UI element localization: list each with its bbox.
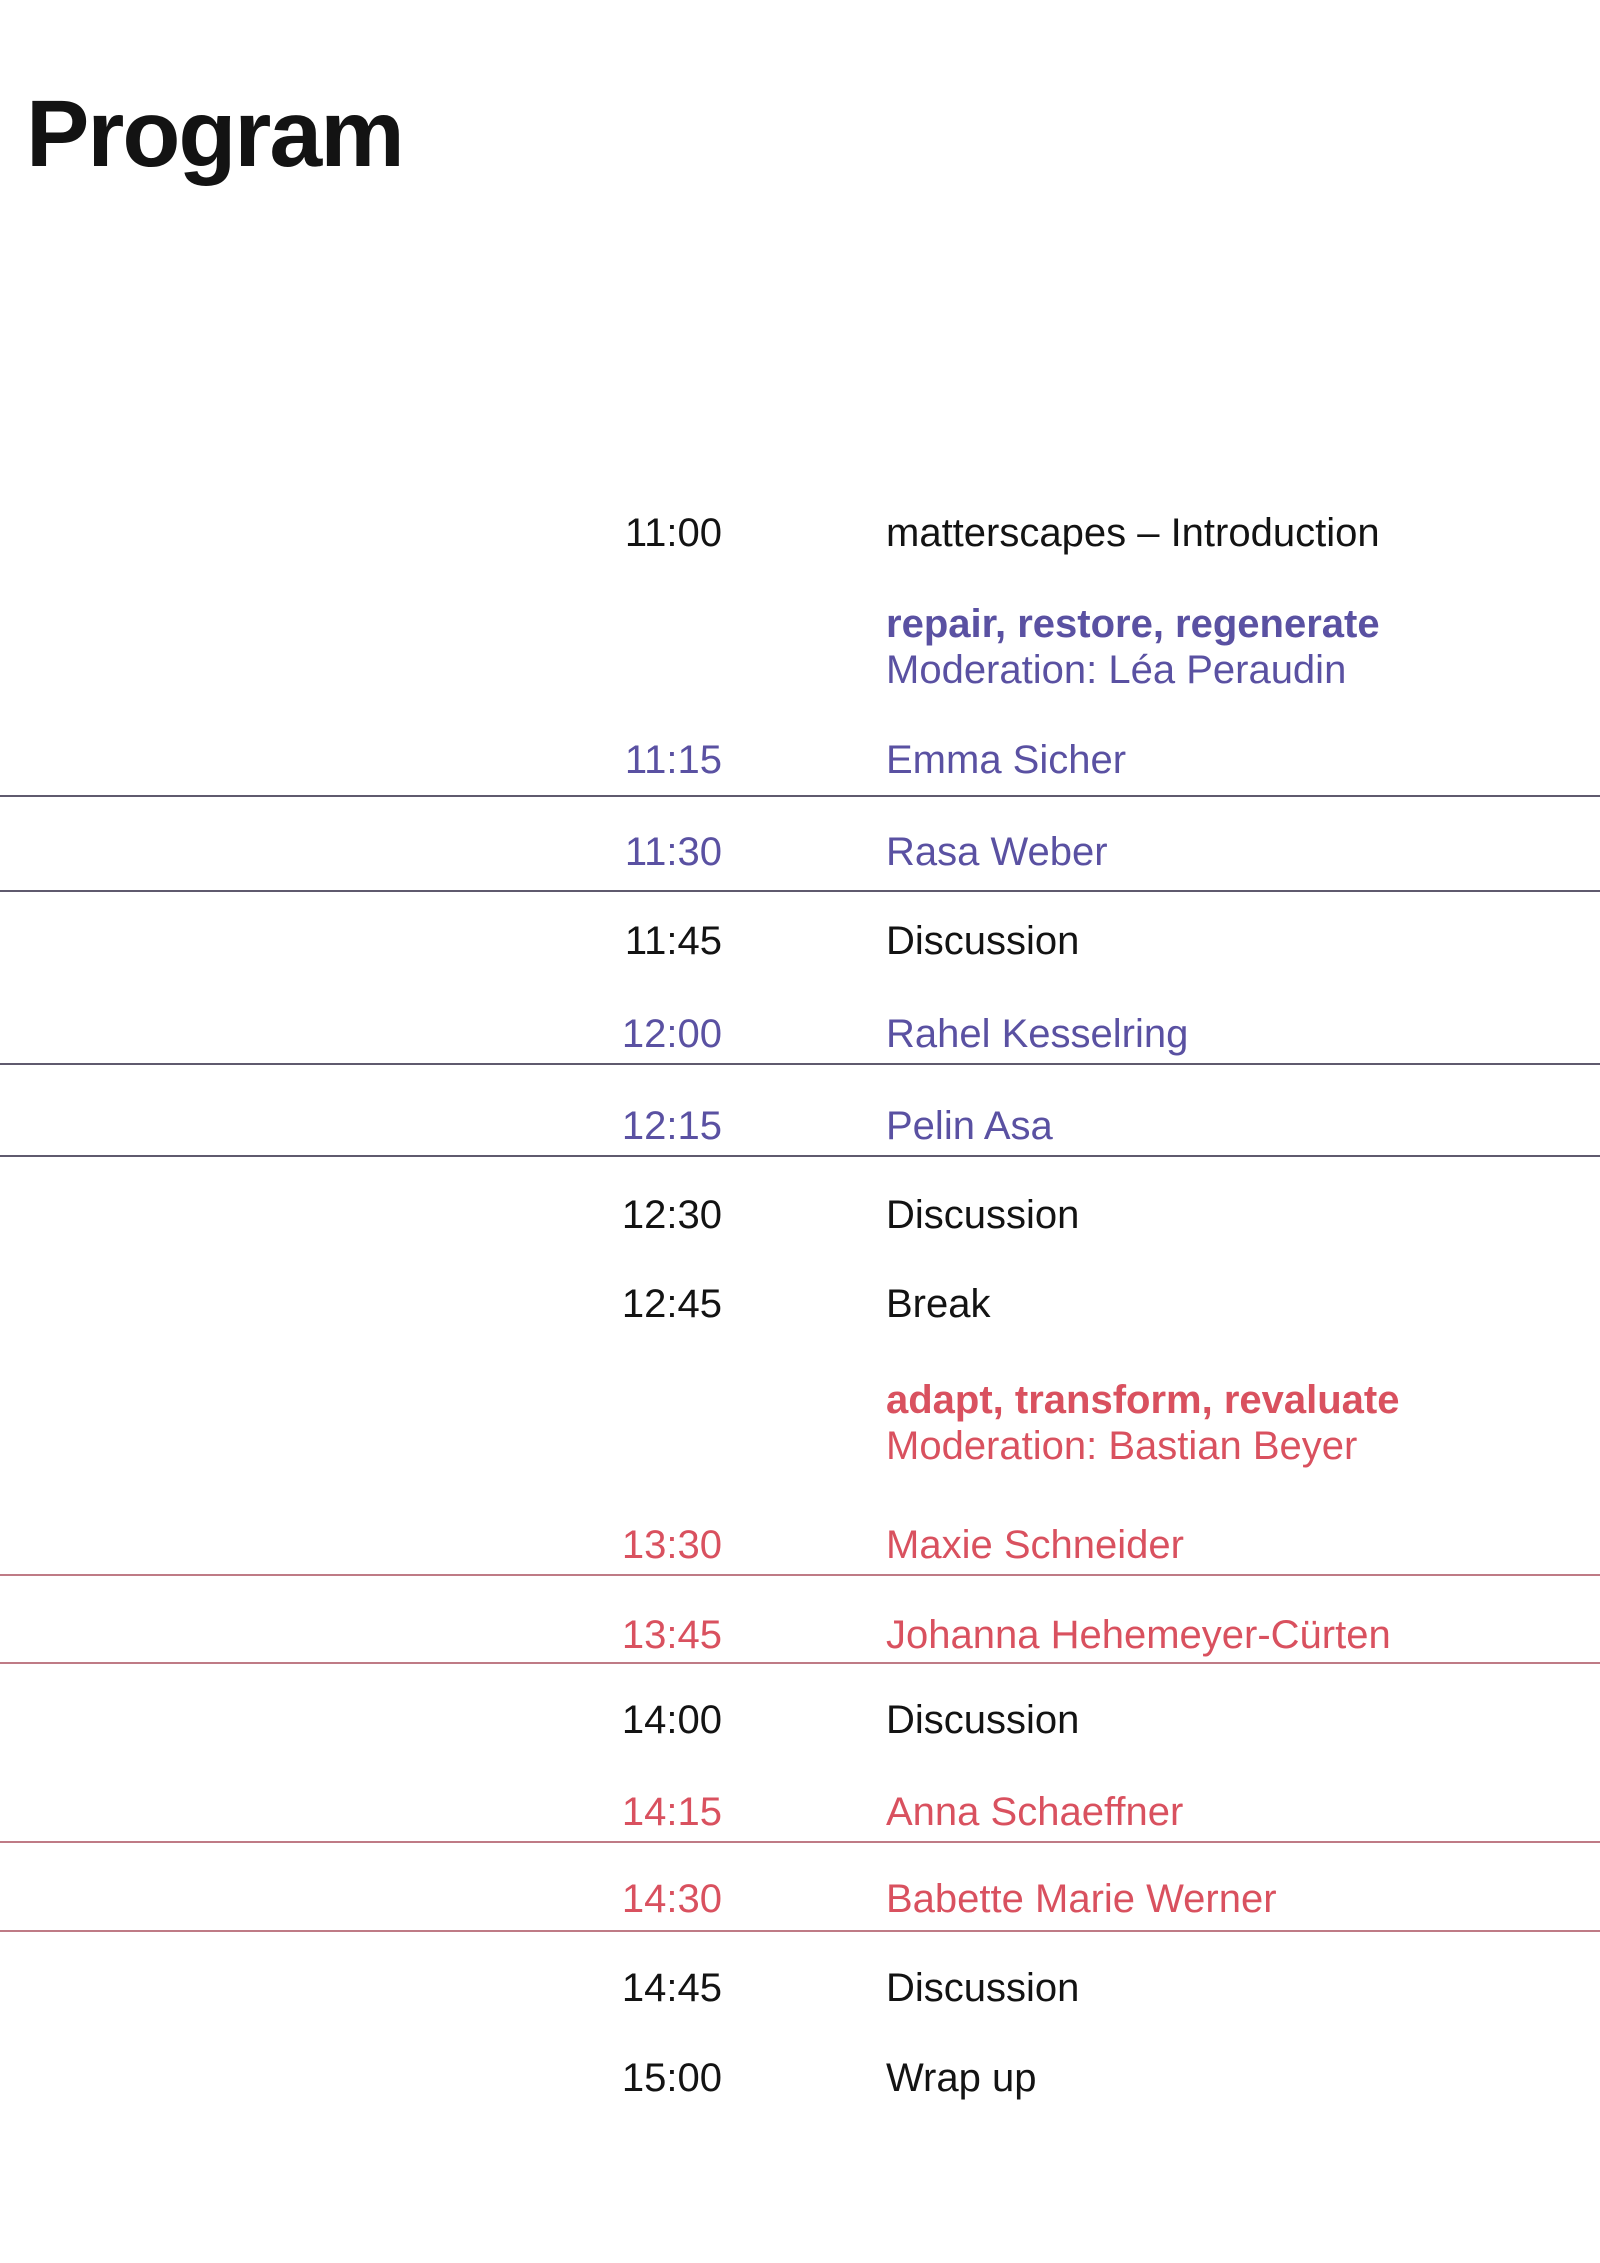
row-divider <box>0 1841 1600 1843</box>
session-time: 12:00 <box>621 1012 722 1056</box>
table-row: 14:00 Discussion <box>0 1700 1600 1740</box>
session-time: 11:15 <box>624 738 722 782</box>
session-title: Johanna Hehemeyer-Cürten <box>886 1613 1391 1657</box>
table-row: 13:45 Johanna Hehemeyer-Cürten <box>0 1615 1600 1655</box>
row-divider <box>0 795 1600 797</box>
session-title: Rahel Kesselring <box>886 1012 1189 1056</box>
table-row: 12:30 Discussion <box>0 1195 1600 1235</box>
session-title: Anna Schaeffner <box>886 1790 1184 1834</box>
session-title: matterscapes – Introduction <box>886 511 1380 555</box>
session-title: Emma Sicher <box>886 738 1127 782</box>
section-header: repair, restore, regenerate Moderation: … <box>886 601 1380 693</box>
session-title: Discussion <box>886 1966 1080 2010</box>
session-time: 14:15 <box>621 1790 722 1834</box>
row-divider <box>0 1662 1600 1664</box>
table-row: 12:00 Rahel Kesselring <box>0 1014 1600 1054</box>
table-row: 11:00 matterscapes – Introduction <box>0 513 1600 553</box>
table-row: 11:30 Rasa Weber <box>0 832 1600 872</box>
session-time: 12:15 <box>621 1104 722 1148</box>
table-row: 11:45 Discussion <box>0 921 1600 961</box>
session-title: Discussion <box>886 1698 1080 1742</box>
session-time: 13:30 <box>621 1523 722 1567</box>
session-time: 14:45 <box>621 1966 722 2010</box>
session-title: Discussion <box>886 1193 1080 1237</box>
session-time: 13:45 <box>621 1613 722 1657</box>
section-header: adapt, transform, revaluate Moderation: … <box>886 1377 1400 1469</box>
session-title: Rasa Weber <box>886 830 1108 874</box>
session-time: 11:45 <box>624 919 722 963</box>
section-moderation: Moderation: Bastian Beyer <box>886 1424 1358 1468</box>
section-title: adapt, transform, revaluate <box>886 1378 1400 1422</box>
session-title: Babette Marie Werner <box>886 1877 1277 1921</box>
session-time: 11:00 <box>624 511 722 555</box>
table-row: 12:45 Break <box>0 1284 1600 1324</box>
session-time: 12:30 <box>621 1193 722 1237</box>
session-time: 14:30 <box>621 1877 722 1921</box>
row-divider <box>0 1574 1600 1576</box>
table-row: 14:30 Babette Marie Werner <box>0 1879 1600 1919</box>
table-row: 11:15 Emma Sicher <box>0 740 1600 780</box>
row-divider <box>0 890 1600 892</box>
session-title: Wrap up <box>886 2056 1037 2100</box>
row-divider <box>0 1930 1600 1932</box>
session-title: Maxie Schneider <box>886 1523 1184 1567</box>
row-divider <box>0 1155 1600 1157</box>
row-divider <box>0 1063 1600 1065</box>
table-row: 13:30 Maxie Schneider <box>0 1525 1600 1565</box>
session-time: 14:00 <box>621 1698 722 1742</box>
section-title: repair, restore, regenerate <box>886 602 1380 646</box>
session-title: Pelin Asa <box>886 1104 1053 1148</box>
session-title: Break <box>886 1282 991 1326</box>
table-row: 14:45 Discussion <box>0 1968 1600 2008</box>
table-row: 15:00 Wrap up <box>0 2058 1600 2098</box>
table-row: 14:15 Anna Schaeffner <box>0 1792 1600 1832</box>
table-row: 12:15 Pelin Asa <box>0 1106 1600 1146</box>
session-time: 12:45 <box>621 1282 722 1326</box>
session-time: 11:30 <box>624 830 722 874</box>
page-title: Program <box>26 80 405 187</box>
session-title: Discussion <box>886 919 1080 963</box>
section-moderation: Moderation: Léa Peraudin <box>886 648 1347 692</box>
session-time: 15:00 <box>621 2056 722 2100</box>
